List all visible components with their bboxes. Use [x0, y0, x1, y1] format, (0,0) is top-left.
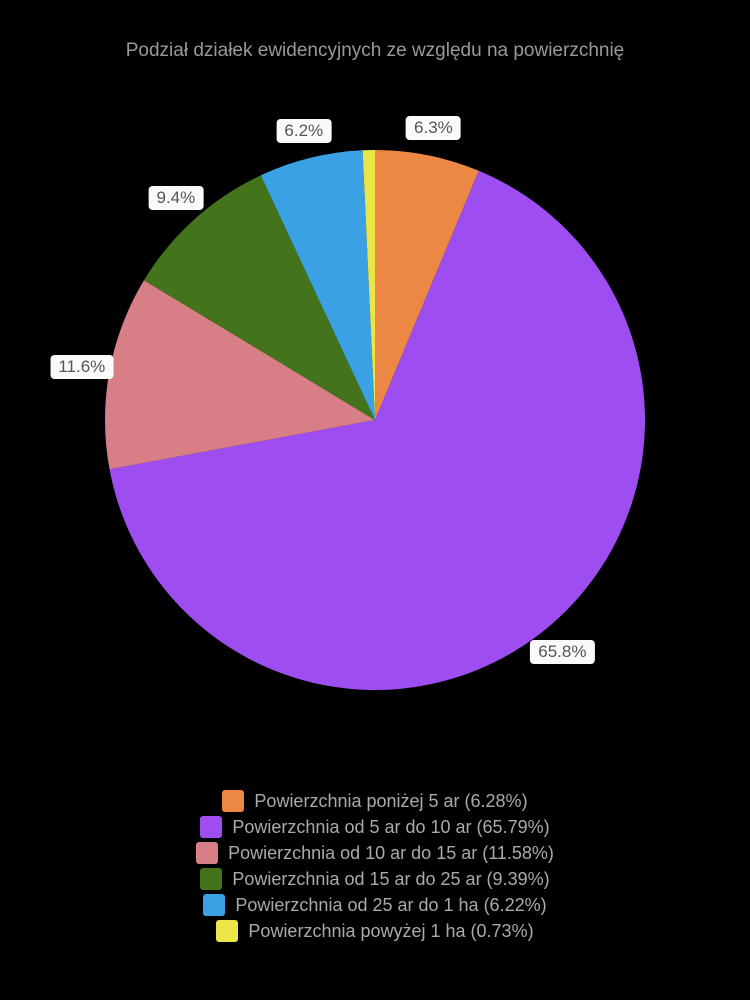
legend-swatch [200, 816, 222, 838]
legend-swatch [196, 842, 218, 864]
legend-item: Powierzchnia powyżej 1 ha (0.73%) [216, 920, 533, 942]
slice-label: 65.8% [530, 640, 594, 664]
legend-item: Powierzchnia od 25 ar do 1 ha (6.22%) [203, 894, 546, 916]
pie-chart: 6.3%65.8%11.6%9.4%6.2% [95, 140, 655, 700]
legend: Powierzchnia poniżej 5 ar (6.28%) Powierz… [0, 790, 750, 942]
legend-swatch [203, 894, 225, 916]
legend-item: Powierzchnia poniżej 5 ar (6.28%) [222, 790, 527, 812]
slice-label: 11.6% [50, 355, 113, 379]
legend-label: Powierzchnia od 5 ar do 10 ar (65.79%) [232, 817, 549, 838]
legend-label: Powierzchnia powyżej 1 ha (0.73%) [248, 921, 533, 942]
chart-title: Podział działek ewidencyjnych ze względu… [0, 0, 750, 62]
slice-label: 9.4% [149, 186, 204, 210]
legend-swatch [200, 868, 222, 890]
legend-swatch [216, 920, 238, 942]
legend-swatch [222, 790, 244, 812]
legend-label: Powierzchnia od 15 ar do 25 ar (9.39%) [232, 869, 549, 890]
slice-label: 6.3% [406, 116, 461, 140]
legend-item: Powierzchnia od 10 ar do 15 ar (11.58%) [196, 842, 554, 864]
legend-label: Powierzchnia poniżej 5 ar (6.28%) [254, 791, 527, 812]
slice-label: 6.2% [276, 119, 331, 143]
legend-label: Powierzchnia od 25 ar do 1 ha (6.22%) [235, 895, 546, 916]
legend-item: Powierzchnia od 15 ar do 25 ar (9.39%) [200, 868, 549, 890]
legend-label: Powierzchnia od 10 ar do 15 ar (11.58%) [228, 843, 554, 864]
legend-item: Powierzchnia od 5 ar do 10 ar (65.79%) [200, 816, 549, 838]
